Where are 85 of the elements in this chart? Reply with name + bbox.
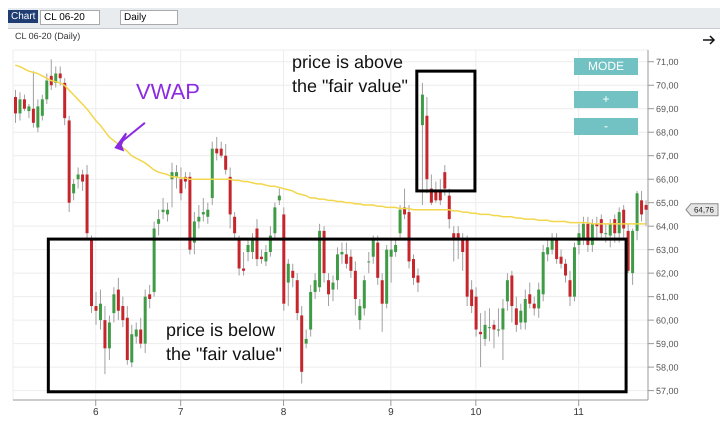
- candlestick: [58, 66, 62, 86]
- candlestick: [32, 70, 35, 128]
- candlestick: [496, 308, 500, 338]
- candlestick: [332, 275, 334, 302]
- y-tick-label: 64,00: [656, 221, 679, 232]
- y-tick-label: 68,00: [656, 127, 679, 138]
- y-tick-label: 61,00: [656, 292, 679, 302]
- candlestick: [367, 252, 370, 274]
- button: MODE: [574, 58, 638, 75]
- candlestick: [327, 272, 330, 307]
- candlestick: [76, 166, 80, 190]
- x-tick-label: 7: [178, 407, 184, 418]
- candlestick: [286, 258, 290, 307]
- candlestick: [197, 204, 200, 230]
- candlestick: [532, 296, 536, 316]
- button: +: [574, 91, 638, 108]
- candlestick: [398, 204, 402, 238]
- chart-title: CL 06-20 (Daily): [15, 31, 80, 41]
- candlestick: [148, 284, 152, 309]
- candlestick: [443, 164, 446, 196]
- candlestick: [94, 291, 98, 326]
- candlestick: [242, 252, 246, 276]
- candlestick: [157, 209, 160, 236]
- candlestick: [22, 94, 26, 112]
- candlestick: [501, 298, 504, 361]
- candlestick: [45, 72, 48, 105]
- text: Daily: [120, 10, 178, 25]
- candlestick: [162, 197, 165, 220]
- series-label: VWAP: [136, 79, 200, 106]
- candlestick: [622, 204, 626, 238]
- x-tick-label: 8: [280, 407, 287, 418]
- text: CL 06-20: [40, 10, 100, 25]
- y-tick-label: 67,00: [656, 150, 679, 161]
- candlestick: [98, 289, 102, 330]
- candlestick: [582, 216, 585, 246]
- annotation: price is above the "fair value": [292, 51, 409, 98]
- candlestick: [372, 235, 375, 264]
- candlestick: [18, 92, 22, 121]
- candlestick: [264, 244, 268, 267]
- y-tick-label: 58,00: [656, 362, 679, 372]
- candlestick: [224, 143, 228, 175]
- candlestick: [304, 329, 308, 349]
- y-tick-label: 69,00: [656, 104, 679, 114]
- candlestick: [528, 282, 532, 309]
- candlestick: [215, 136, 218, 161]
- candlestick: [349, 249, 352, 278]
- x-tick-label: 10: [470, 407, 482, 418]
- y-tick-label: 66,00: [656, 174, 679, 184]
- candlestick: [14, 89, 17, 124]
- y-tick-label: 60,00: [656, 315, 679, 326]
- candlestick: [380, 272, 384, 332]
- y-tick-label: 63,00: [656, 244, 679, 255]
- y-tick-label: 71,00: [656, 56, 679, 67]
- candlestick: [618, 206, 621, 244]
- x-tick-label: 6: [92, 407, 99, 418]
- candlestick: [640, 190, 644, 222]
- candlestick: [112, 286, 116, 323]
- x-tick-label: 9: [388, 407, 394, 418]
- candlestick: [514, 296, 518, 332]
- candlestick: [492, 320, 496, 349]
- candlestick: [291, 263, 294, 288]
- candlestick: [524, 289, 527, 330]
- candlestick: [206, 202, 210, 224]
- button: -: [574, 118, 638, 135]
- candlestick: [568, 270, 572, 307]
- text: 64,76: [694, 206, 715, 215]
- y-tick-label: 62,00: [656, 268, 679, 278]
- text: Chart: [8, 10, 38, 23]
- y-tick-label: 70,00: [656, 80, 679, 90]
- annotation: price is below the "fair value": [166, 319, 283, 366]
- y-tick-label: 57,00: [656, 386, 679, 396]
- candlestick: [555, 232, 558, 264]
- y-tick-label: 59,00: [656, 338, 679, 349]
- candlestick: [139, 317, 142, 349]
- candlestick: [72, 178, 76, 201]
- candlestick: [506, 272, 509, 312]
- candlestick: [27, 104, 30, 119]
- y-tick-label: 65,00: [656, 198, 679, 208]
- candlestick: [448, 188, 451, 230]
- candlestick: [564, 258, 568, 284]
- candlestick: [340, 242, 344, 264]
- candlestick: [484, 310, 487, 346]
- x-tick-label: 11: [573, 407, 584, 418]
- candlestick: [278, 188, 281, 206]
- candlestick: [608, 218, 612, 248]
